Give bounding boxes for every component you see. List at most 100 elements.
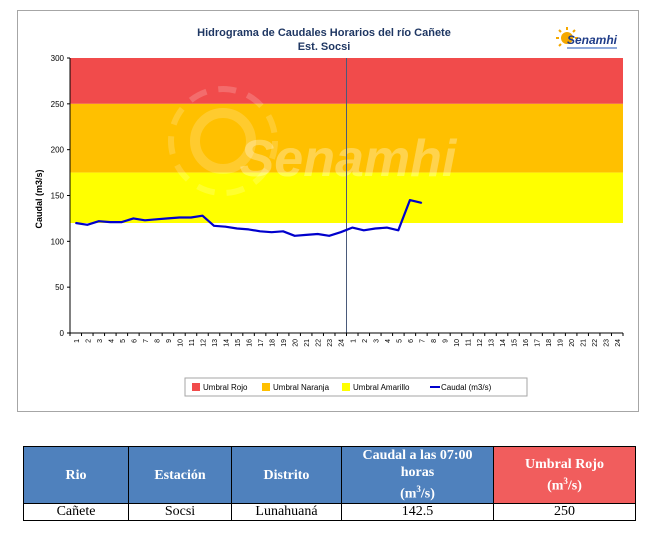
series-point <box>178 216 181 219</box>
header-estacion: Estación <box>128 446 232 504</box>
x-tick-label: 20 <box>293 339 300 347</box>
x-tick-label: 22 <box>592 339 599 347</box>
header-umbral-label: Umbral Rojo <box>525 456 604 472</box>
y-tick-label: 300 <box>51 54 65 63</box>
series-point <box>374 227 377 230</box>
chart-legend: Umbral Rojo Umbral Naranja Umbral Amarillo… <box>184 377 528 397</box>
x-tick-label: 23 <box>327 339 334 347</box>
x-tick-label: 4 <box>385 339 392 343</box>
x-tick-label: 21 <box>304 339 311 347</box>
series-point <box>339 231 342 233</box>
series-point <box>167 217 169 220</box>
series-point <box>236 227 238 230</box>
header-caudal-unit-open: (m <box>400 486 417 502</box>
x-tick-label: 20 <box>569 339 576 347</box>
x-tick-label: 3 <box>373 339 380 343</box>
series-point <box>109 221 112 223</box>
x-tick-label: 8 <box>431 339 438 343</box>
series-point <box>328 235 331 237</box>
x-tick-label: 1 <box>350 339 357 343</box>
header-umbral-unit-open: (m <box>547 478 564 494</box>
cell-umbral: 250 <box>493 503 636 521</box>
x-tick-label: 14 <box>500 339 507 347</box>
x-tick-label: 4 <box>108 339 115 343</box>
series-point <box>259 230 261 233</box>
x-tick-label: 13 <box>212 339 219 347</box>
logo-text: Senamhi <box>567 33 618 47</box>
legend-label: Caudal (m3/s) <box>441 383 492 392</box>
x-tick-label: 12 <box>200 339 207 347</box>
x-tick-label: 2 <box>362 339 369 343</box>
series-point <box>121 221 123 223</box>
senamhi-logo: Senamhi <box>556 27 618 49</box>
legend-box <box>184 377 528 397</box>
header-rio: Rio <box>23 446 129 504</box>
x-tick-label: 3 <box>97 339 104 343</box>
header-umbral-rojo: Umbral Rojo (m3/s) <box>493 446 636 504</box>
header-caudal-label: Caudal a las 07:00 horas <box>362 448 473 481</box>
series-point <box>351 226 354 229</box>
series-point <box>74 222 77 224</box>
series-point <box>420 202 423 204</box>
legend-swatch <box>192 383 200 391</box>
chart-subtitle: Est. Socsi <box>298 41 351 53</box>
x-tick-label: 15 <box>235 339 242 347</box>
series-point <box>213 224 215 227</box>
series-point <box>305 234 307 236</box>
series-point <box>282 230 284 233</box>
series-point <box>98 220 100 222</box>
header-caudal-unit-sup: 3 <box>416 484 421 495</box>
header-distrito: Distrito <box>231 446 342 504</box>
y-tick-label: 100 <box>51 237 65 246</box>
y-tick-label: 250 <box>51 100 65 109</box>
x-tick-label: 24 <box>339 339 346 347</box>
table-header-row: Rio Estación Distrito Caudal a las 07:00… <box>23 446 636 504</box>
series-point <box>224 225 227 228</box>
series-point <box>86 224 89 226</box>
legend-label: Umbral Naranja <box>273 383 330 392</box>
x-tick-label: 14 <box>224 339 231 347</box>
y-tick-label: 150 <box>51 192 65 201</box>
header-umbral-unit-close: /s) <box>567 478 582 494</box>
x-tick-label: 10 <box>177 339 184 347</box>
x-tick-label: 5 <box>120 339 127 343</box>
y-tick-label: 50 <box>55 283 64 292</box>
x-tick-label: 7 <box>419 339 426 343</box>
station-table: Rio Estación Distrito Caudal a las 07:00… <box>23 446 636 521</box>
series-point <box>316 233 319 235</box>
header-umbral-unit-sup: 3 <box>563 475 568 486</box>
x-tick-label: 10 <box>454 339 461 347</box>
x-tick-label: 15 <box>512 339 519 347</box>
header-caudal: Caudal a las 07:00 horas (m3/s) <box>341 446 494 504</box>
legend-swatch <box>342 383 350 391</box>
series-point <box>293 235 296 237</box>
x-tick-label: 8 <box>154 339 161 343</box>
x-tick-label: 18 <box>546 339 553 347</box>
cell-rio: Cañete <box>23 503 129 521</box>
x-tick-label: 2 <box>85 339 92 343</box>
series-point <box>397 229 400 232</box>
series-point <box>201 214 204 217</box>
x-tick-label: 11 <box>465 339 472 346</box>
chart-title: Hidrograma de Caudales Horarios del río … <box>197 27 451 39</box>
x-tick-label: 9 <box>442 339 449 343</box>
x-tick-label: 24 <box>615 339 622 347</box>
y-axis-label: Caudal (m3/s) <box>34 169 44 228</box>
x-tick-label: 19 <box>281 339 288 347</box>
x-tick-label: 9 <box>166 339 173 343</box>
x-tick-label: 21 <box>581 339 588 347</box>
x-tick-label: 23 <box>604 339 611 347</box>
cell-estacion: Socsi <box>128 503 232 521</box>
x-tick-label: 16 <box>247 339 254 347</box>
x-tick-label: 22 <box>316 339 323 347</box>
cell-distrito: Lunahuaná <box>231 503 342 521</box>
x-tick-label: 5 <box>396 339 403 343</box>
sun-icon <box>556 27 578 47</box>
series-point <box>386 226 388 229</box>
series-point <box>144 219 146 222</box>
y-tick-label: 200 <box>51 146 65 155</box>
x-tick-label: 6 <box>408 339 415 343</box>
legend-label: Umbral Rojo <box>203 383 248 392</box>
y-tick-label: 0 <box>60 329 65 338</box>
legend-swatch <box>262 383 270 391</box>
